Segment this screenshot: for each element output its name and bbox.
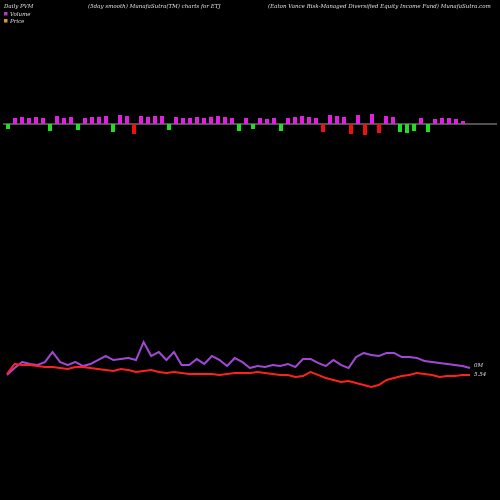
volume-bar — [90, 117, 94, 124]
volume-bar — [202, 118, 206, 124]
volume-bar — [328, 115, 332, 124]
volume-bars — [6, 114, 465, 135]
volume-bar — [83, 118, 87, 124]
header-center: (5day smooth) MunafaSutra(TM) charts for… — [88, 3, 221, 10]
volume-bar — [300, 116, 304, 124]
legend-label-volume: Volume — [10, 12, 31, 18]
volume-bar — [307, 117, 311, 124]
volume-bar — [125, 116, 129, 124]
volume-bar — [76, 124, 80, 130]
volume-bar — [104, 116, 108, 124]
volume-bar — [139, 116, 143, 124]
volume-bar — [377, 124, 381, 133]
volume-bar — [230, 118, 234, 124]
volume-bar — [209, 117, 213, 124]
volume-bar — [181, 118, 185, 124]
volume-bar — [41, 118, 45, 124]
volume-bar — [426, 124, 430, 132]
volume-bar — [244, 118, 248, 124]
volume-bar — [146, 117, 150, 124]
volume-bar — [174, 117, 178, 124]
volume-bar — [62, 118, 66, 124]
volume-bar — [20, 117, 24, 124]
volume-bar — [419, 118, 423, 124]
header-left: Daily PVM — [3, 4, 34, 10]
volume-bar — [48, 124, 52, 131]
volume-bar — [440, 118, 444, 124]
volume-bar — [132, 124, 136, 134]
volume-bar — [391, 117, 395, 124]
volume-bar — [412, 124, 416, 131]
volume-bar — [356, 115, 360, 124]
volume-bar — [384, 116, 388, 124]
volume-bar — [251, 124, 255, 129]
volume-bar — [237, 124, 241, 131]
volume-line — [6, 339, 471, 376]
volume-bar — [13, 118, 17, 124]
volume-bar — [349, 124, 353, 134]
legend-swatch-price — [4, 19, 8, 23]
volume-bar — [461, 121, 465, 124]
volume-bar — [223, 117, 227, 124]
volume-bar — [293, 117, 297, 124]
volume-bar — [160, 116, 164, 124]
legend-label-price: Price — [9, 19, 25, 25]
volume-bar — [272, 118, 276, 124]
volume-bar — [447, 118, 451, 124]
volume-bar — [69, 117, 73, 124]
volume-bar — [153, 116, 157, 124]
volume-bar — [454, 119, 458, 124]
volume-bar — [335, 116, 339, 124]
volume-bar — [55, 116, 59, 124]
volume-bar — [195, 117, 199, 124]
volume-bar — [321, 124, 325, 132]
volume-bar — [279, 124, 283, 131]
volume-bar — [370, 114, 374, 124]
volume-bar — [167, 124, 171, 130]
volume-bar — [188, 118, 192, 124]
volume-bar — [433, 119, 437, 124]
volume-bar — [342, 117, 346, 124]
volume-bar — [118, 115, 122, 124]
header-right: (Eaton Vance Risk-Managed Diversified Eq… — [268, 3, 491, 10]
volume-bar — [405, 124, 409, 133]
volume-bar — [97, 117, 101, 124]
volume-bar — [265, 119, 269, 124]
volume-bar — [216, 116, 220, 124]
volume-bar — [27, 118, 31, 124]
volume-bar — [363, 124, 367, 135]
volume-bar — [258, 118, 262, 124]
volume-bar — [286, 118, 290, 124]
legend-swatch-volume — [4, 12, 8, 16]
volume-bar — [398, 124, 402, 132]
price-line — [6, 362, 470, 389]
volume-bar — [314, 118, 318, 124]
volume-end-label: 0M — [474, 363, 483, 369]
volume-bar — [34, 117, 38, 124]
volume-bar — [6, 124, 10, 129]
price-end-label: 5.54 — [474, 372, 487, 378]
volume-bar — [111, 124, 115, 132]
